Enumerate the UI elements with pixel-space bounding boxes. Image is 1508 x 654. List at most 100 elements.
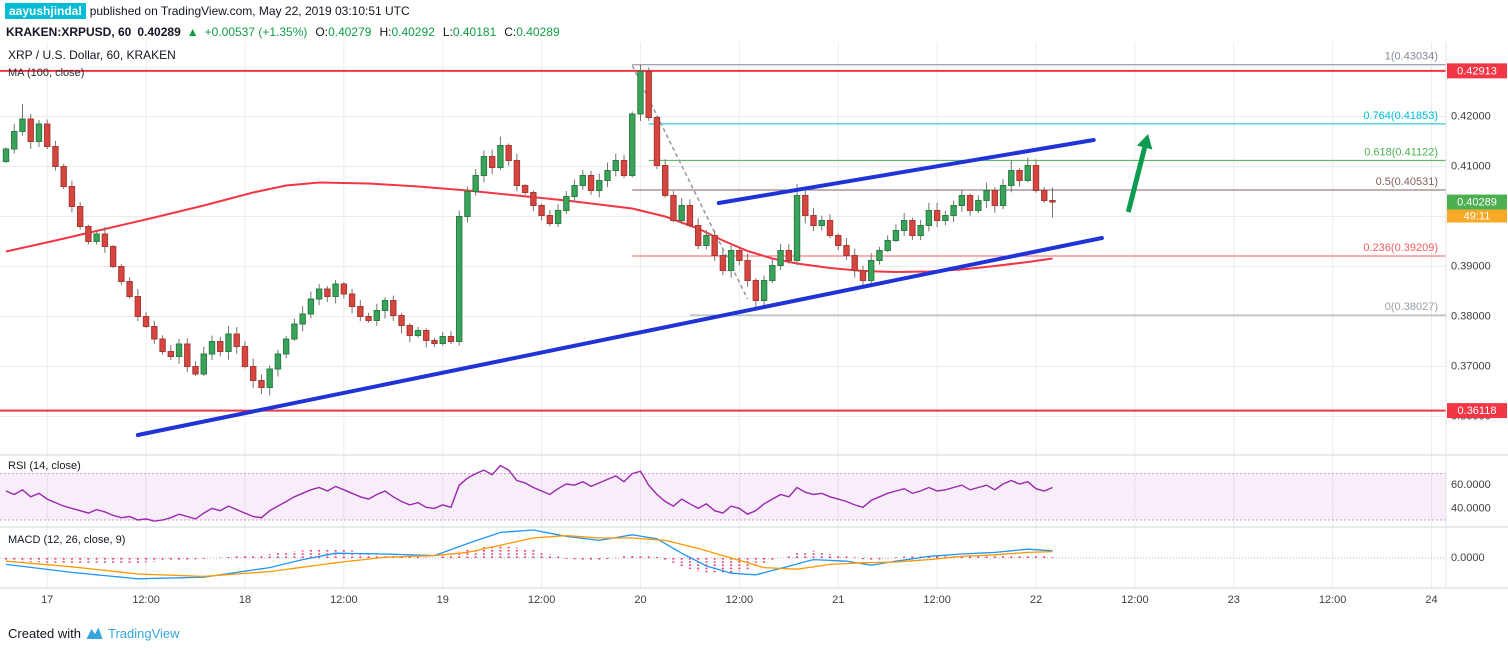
- candle-body: [266, 368, 273, 388]
- candle-body: [752, 280, 760, 301]
- macd-axis-label: 0.0000: [1451, 552, 1485, 564]
- candle-body: [423, 330, 430, 341]
- candle-body: [892, 230, 900, 241]
- candle-body: [109, 246, 117, 267]
- time-axis-label: 12:00: [923, 594, 951, 606]
- candle-body: [85, 226, 92, 242]
- candle-body: [439, 336, 446, 344]
- candle-body: [1024, 165, 1031, 181]
- candle-body: [843, 245, 850, 256]
- rsi-axis-label: 40.0000: [1451, 502, 1491, 514]
- candle-body: [208, 341, 216, 355]
- candle-body: [999, 185, 1007, 206]
- symbol-name[interactable]: KRAKEN:XRPUSD, 60: [6, 25, 132, 39]
- fib-level-label: 0.5(0.40531): [1376, 176, 1438, 188]
- candle-body: [60, 166, 67, 187]
- candle-body: [76, 206, 84, 227]
- candle-body: [810, 215, 817, 226]
- time-axis-label: 12:00: [1121, 594, 1149, 606]
- candle-body: [258, 380, 265, 388]
- candle-body: [1016, 170, 1023, 181]
- candle-body: [703, 235, 710, 246]
- attribution-bar: aayushjindal published on TradingView.co…: [0, 0, 1508, 22]
- rsi-line: [5, 464, 1053, 522]
- price-badge-label: 0.40289: [1457, 196, 1497, 208]
- candle-body: [472, 175, 479, 192]
- chart-area[interactable]: 1(0.43034) 0.764(0.41853) 0.618(0.41122) 0.…: [0, 42, 1508, 612]
- candle-body: [381, 300, 389, 311]
- candle-body: [200, 353, 207, 375]
- fib-level-label: 0.764(0.41853): [1363, 110, 1438, 122]
- macd-histogram: [5, 545, 1054, 574]
- low-label: L:: [442, 25, 453, 39]
- candle-body: [365, 316, 372, 321]
- high-label: H:: [379, 25, 392, 39]
- candle-body: [324, 288, 331, 297]
- time-axis-label: 17: [41, 594, 53, 606]
- candle-body: [851, 255, 858, 271]
- candle-body: [942, 215, 949, 221]
- candle-body: [637, 71, 644, 115]
- candle-body: [975, 200, 982, 211]
- candle-body: [818, 220, 825, 226]
- trendline: [135, 236, 1104, 437]
- candle-body: [521, 185, 529, 193]
- candle-body: [835, 235, 842, 246]
- candle-body: [241, 346, 249, 367]
- candle-body: [431, 340, 438, 344]
- candle-body: [678, 205, 685, 221]
- candle-body: [859, 270, 867, 281]
- footer-text: Created with: [8, 625, 81, 641]
- candle-body: [52, 146, 59, 167]
- candle-body: [909, 220, 916, 236]
- candle-body: [554, 210, 562, 224]
- high-price: 0.40292: [391, 25, 435, 39]
- price-badge-label: 0.36118: [1458, 405, 1497, 417]
- candle-body: [11, 131, 18, 150]
- time-axis-label: 12:00: [132, 594, 160, 606]
- tradingview-link[interactable]: TradingView: [107, 625, 180, 641]
- candle-body: [192, 366, 199, 375]
- candle-body: [373, 310, 381, 321]
- candle-body: [711, 235, 718, 256]
- author-username[interactable]: aayushjindal: [5, 3, 86, 19]
- candle-body: [250, 366, 257, 381]
- time-axis-label: 22: [1030, 594, 1042, 606]
- candle-body: [44, 123, 51, 147]
- price-axis-label: 0.37000: [1451, 360, 1491, 372]
- candle-body: [925, 210, 933, 226]
- price-axis-label: 0.41000: [1451, 160, 1491, 172]
- fib-level-label: 1(0.43034): [1385, 51, 1438, 63]
- candle-body: [126, 281, 133, 297]
- candle-body: [777, 250, 784, 266]
- candle-body: [604, 170, 611, 181]
- candle-body: [35, 123, 43, 142]
- candle-body: [876, 250, 883, 261]
- macd-line: [5, 529, 1053, 580]
- candle-body: [513, 160, 521, 186]
- candle-body: [175, 343, 183, 357]
- candle-body: [480, 156, 488, 176]
- candle-body: [546, 215, 554, 224]
- candle-body: [1008, 170, 1015, 186]
- candle-body: [769, 265, 776, 281]
- candle-body: [167, 351, 175, 357]
- candle-body: [744, 260, 751, 281]
- candle-body: [447, 336, 455, 342]
- close-label: C:: [504, 25, 517, 39]
- open-value: O:0.40279: [313, 25, 371, 39]
- open-price: 0.40279: [328, 25, 372, 39]
- price-chart[interactable]: 1(0.43034) 0.764(0.41853) 0.618(0.41122) 0.…: [0, 42, 1508, 612]
- candle-body: [398, 315, 405, 326]
- candle-body: [159, 338, 166, 352]
- candle-body: [93, 233, 100, 242]
- candle-body: [793, 195, 801, 261]
- time-axis-label: 19: [437, 594, 449, 606]
- time-axis-label: 24: [1425, 594, 1437, 606]
- candle-body: [785, 250, 792, 261]
- candle-body: [579, 175, 586, 186]
- candle-body: [27, 118, 34, 142]
- candle-body: [217, 341, 224, 352]
- candle-body: [653, 117, 661, 166]
